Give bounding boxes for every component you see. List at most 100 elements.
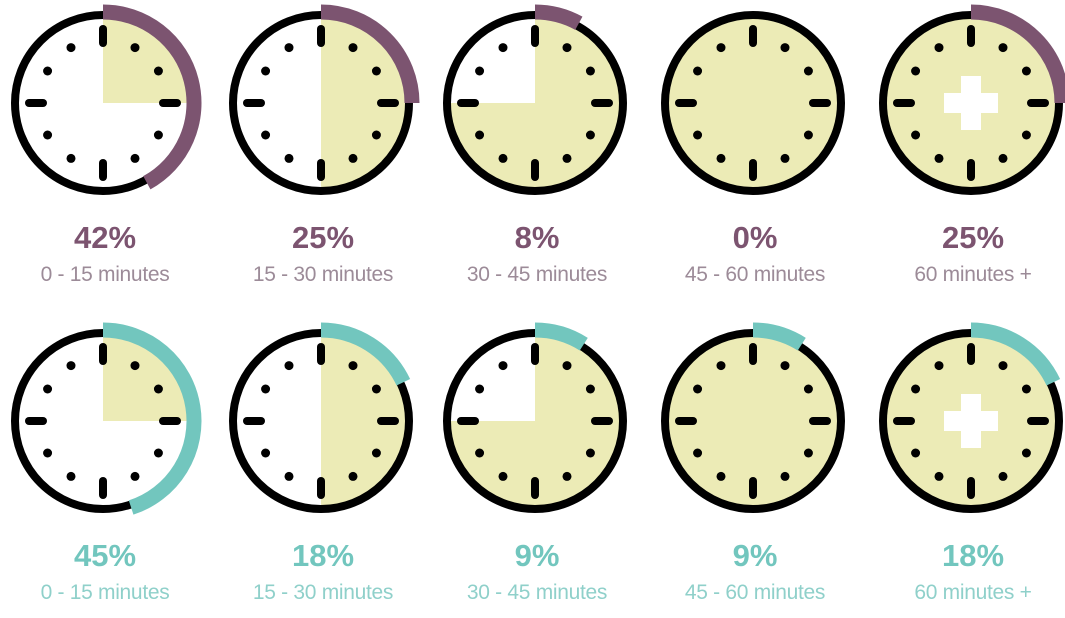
percent-value: 42% [73,220,137,255]
time-range-label: 30 - 45 minutes [466,581,608,604]
hour-marker-dot [66,361,76,371]
hour-marker-dot [693,130,703,140]
hour-marker-dot [43,448,53,458]
clock-icon [661,11,845,195]
percent-value: 8% [514,220,560,255]
hour-marker-dot [130,153,140,163]
time-range-label: 45 - 60 minutes [684,581,826,604]
hour-marker-dot [998,153,1008,163]
hour-marker-dot [261,448,271,458]
hour-marker-dot [1021,66,1031,76]
clock-icon [661,322,845,513]
plus-icon [944,93,998,113]
hour-marker-dot [153,448,163,458]
elapsed-fill [447,333,623,509]
hour-marker-dot [803,448,813,458]
hour-marker-dot [803,384,813,394]
hour-marker-dot [66,153,76,163]
hour-marker-dot [911,448,921,458]
time-range-label: 30 - 45 minutes [466,263,608,286]
hour-marker-dot [934,153,944,163]
clock-icon [879,4,1065,195]
hour-marker-dot [780,471,790,481]
hour-marker-dot [716,153,726,163]
hour-marker-dot [498,361,508,371]
hour-marker-dot [348,153,358,163]
hour-marker-dot [693,66,703,76]
clock-card: 9% 45 - 60 minutes [650,318,860,618]
time-range-label: 60 minutes + [914,581,1032,604]
hour-marker-dot [284,471,294,481]
hour-marker-dot [371,66,381,76]
clock-card: 18% 60 minutes + [868,318,1065,618]
hour-marker-dot [562,361,572,371]
percent-arc [970,4,1065,104]
percent-value: 25% [291,220,355,255]
hour-marker-dot [348,43,358,53]
clock-card: 8% 30 - 45 minutes [432,0,642,300]
hour-marker-dot [562,153,572,163]
time-range-label: 15 - 30 minutes [252,581,394,604]
hour-marker-dot [348,361,358,371]
clock-card: 9% 30 - 45 minutes [432,318,642,618]
row-2: 45% 0 - 15 minutes 18% 15 - 30 minutes 9… [0,318,1065,618]
hour-marker-dot [153,66,163,76]
row-1: 42% 0 - 15 minutes 25% 15 - 30 minutes 8… [0,0,1065,300]
hour-marker-dot [585,448,595,458]
percent-arc [970,322,1061,386]
hour-marker-dot [585,384,595,394]
hour-marker-dot [498,471,508,481]
hour-marker-dot [498,43,508,53]
clock-card: 42% 0 - 15 minutes [0,0,210,300]
plus-icon [944,411,998,431]
clock-card: 0% 45 - 60 minutes [650,0,860,300]
hour-marker-dot [371,448,381,458]
hour-marker-dot [475,384,485,394]
hour-marker-dot [585,66,595,76]
hour-marker-dot [371,384,381,394]
hour-marker-dot [716,471,726,481]
hour-marker-dot [371,130,381,140]
hour-marker-dot [1021,384,1031,394]
elapsed-fill [321,15,409,191]
clock-icon [879,322,1063,513]
hour-marker-dot [475,448,485,458]
percent-arc [534,322,588,351]
clock-card: 45% 0 - 15 minutes [0,318,210,618]
percent-value: 9% [514,538,560,573]
clock-icon [11,4,202,195]
clock-icon [229,322,413,513]
hour-marker-dot [284,43,294,53]
hour-marker-dot [934,43,944,53]
hour-marker-dot [911,130,921,140]
hour-marker-dot [780,43,790,53]
percent-value: 45% [73,538,137,573]
hour-marker-dot [498,153,508,163]
hour-marker-dot [130,43,140,53]
hour-marker-dot [261,384,271,394]
hour-marker-dot [716,361,726,371]
clock-icon [443,322,627,513]
hour-marker-dot [562,471,572,481]
percent-arc [320,4,420,104]
hour-marker-dot [43,130,53,140]
hour-marker-dot [284,361,294,371]
hour-marker-dot [475,66,485,76]
clock-card: 25% 60 minutes + [868,0,1065,300]
hour-marker-dot [911,66,921,76]
time-range-label: 45 - 60 minutes [684,263,826,286]
percent-arc [102,322,202,515]
hour-marker-dot [348,471,358,481]
hour-marker-dot [998,43,1008,53]
hour-marker-dot [43,66,53,76]
time-range-label: 0 - 15 minutes [40,581,170,604]
hour-marker-dot [585,130,595,140]
hour-marker-dot [1021,448,1031,458]
hour-marker-dot [153,384,163,394]
percent-arc [752,322,806,351]
time-range-label: 15 - 30 minutes [252,263,394,286]
elapsed-fill [321,333,409,509]
percent-value: 0% [732,220,778,255]
hour-marker-dot [261,66,271,76]
hour-marker-dot [998,361,1008,371]
